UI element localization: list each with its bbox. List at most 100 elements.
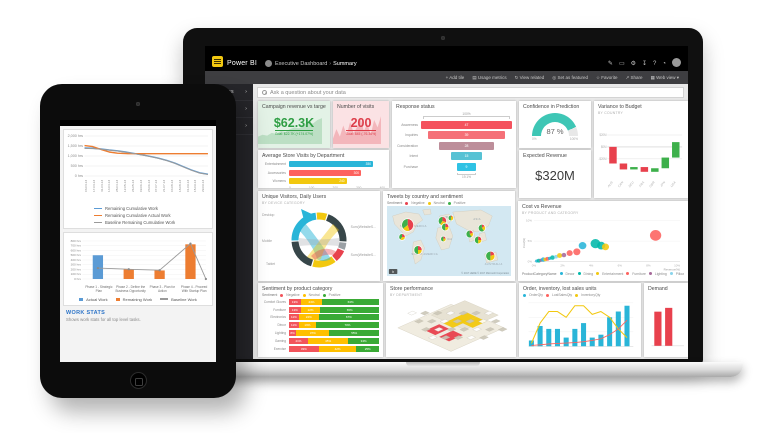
svg-text:-$20M: -$20M: [598, 156, 606, 160]
svg-text:$20M: $20M: [599, 132, 606, 136]
user-avatar[interactable]: [672, 58, 681, 67]
kpi-goal: Goal: 845 (-76.36%): [345, 130, 377, 136]
breadcrumb-separator: ›: [329, 61, 332, 67]
svg-text:FRA: FRA: [639, 179, 646, 188]
svg-text:300 hrs: 300 hrs: [71, 263, 82, 267]
tile-expected-revenue[interactable]: Expected Revenue $320M: [519, 150, 591, 198]
tablet-camera-dot: [136, 102, 140, 106]
svg-text:500 hrs: 500 hrs: [71, 164, 83, 168]
action--share[interactable]: ↗ Share: [625, 74, 643, 80]
tile-unique-visitors[interactable]: Unique Visitors, Daily Users BY DEVICE C…: [258, 191, 380, 281]
svg-text:AUS: AUS: [607, 180, 614, 188]
burndown-chart: 2,000 hrs 1,500 hrs 1,000 hrs 500 hrs 0 hrs: [66, 132, 210, 180]
svg-text:800 hrs: 800 hrs: [71, 239, 82, 243]
tile-number-of-visits[interactable]: Number of visits 200 Goal: 845 (-76.36%): [333, 101, 389, 148]
chord-label: Tablet: [266, 262, 276, 267]
svg-text:600 hrs: 600 hrs: [71, 249, 82, 253]
phases-chart: 800 hrs 700 hrs 600 hrs 500 hrs 400 hrs 300 h…: [66, 235, 210, 285]
tile-orders[interactable]: Order, inventory, lost sales units Order…: [519, 283, 641, 357]
svg-text:700 hrs: 700 hrs: [71, 244, 82, 248]
tile-response-status[interactable]: Response status 100% Awareness 47 Inquiries…: [392, 101, 516, 188]
work-stats-title[interactable]: WORK STATS: [66, 309, 106, 316]
tablet: 2,000 hrs 1,500 hrs 1,000 hrs 500 hrs 0 hrs …: [40, 84, 236, 398]
chord-label: Desktop: [262, 213, 275, 218]
burndown-legend: Remaining Cumulative Work Remaining Cumul…: [66, 205, 210, 226]
phase-label: Phase 4 - Proceed With Startup Plan: [180, 285, 208, 293]
app-title: Power BI: [227, 60, 257, 67]
home-button[interactable]: [129, 372, 147, 389]
powerbi-topbar: Power BI Executive Dashboard › Summary ✎…: [205, 46, 688, 71]
search-icon: [262, 90, 268, 96]
comment-icon[interactable]: ▭: [618, 61, 625, 67]
settings-icon[interactable]: ⚙: [630, 61, 636, 67]
tile-tweets-map[interactable]: Tweets by country and sentiment Sentimen…: [383, 191, 515, 281]
chord-chart: Desktop Mobile Tablet Sum(WebsiteS... Sum(We…: [262, 205, 376, 279]
chevron-right-icon: ›: [245, 106, 247, 112]
chord-label: Sum(WebsiteS...: [350, 253, 376, 258]
svg-text:CAN: CAN: [617, 179, 624, 188]
help-icon[interactable]: ?: [653, 60, 657, 67]
svg-text:SOUTH AMERICA: SOUTH AMERICA: [411, 252, 438, 256]
tile-sentiment[interactable]: Sentiment by product category Sentiment N…: [258, 283, 383, 357]
svg-text:0%: 0%: [532, 263, 537, 267]
qa-placeholder: Ask a question about your data: [270, 89, 346, 96]
breadcrumb[interactable]: Executive Dashboard: [275, 61, 328, 67]
tile-confidence-gauge[interactable]: Confidence in Prediction 87 % 0% 100%: [519, 101, 591, 148]
tile-variance-to-budget[interactable]: Variance to Budget BY COUNTRY $20M $0M -$2…: [594, 101, 688, 198]
tile-cost-vs-revenue[interactable]: Cost vs Revenue BY PRODUCT AND CATEGORY …: [518, 201, 688, 281]
chord-label: Mobile: [262, 238, 272, 243]
svg-text:10%: 10%: [674, 263, 680, 267]
svg-text:4%: 4%: [589, 263, 594, 267]
funnel-chart: 100% Awareness 47 Inquiries 39 Consideration 2…: [396, 112, 512, 179]
download-icon[interactable]: ↧: [642, 61, 648, 67]
edit-icon[interactable]: ✎: [607, 61, 613, 67]
phase-label: Phase 2 - Define the Business Opportunit…: [115, 285, 146, 293]
map-legend: Sentiment Negative Neutral Positive: [387, 201, 466, 205]
date-label: 29.09.13: [201, 180, 206, 193]
action--web-view-[interactable]: ▦ Web view ▾: [650, 74, 679, 80]
action--usage-metrics[interactable]: ▤ Usage metrics: [472, 74, 507, 80]
tile-demand[interactable]: Demand: [644, 283, 688, 357]
work-stats-section: WORK STATS Shows work stats for all top …: [60, 306, 216, 323]
svg-text:ASIA: ASIA: [473, 217, 480, 221]
svg-text:EUROPE: EUROPE: [441, 215, 454, 219]
svg-text:400 hrs: 400 hrs: [71, 258, 82, 262]
tile-store-visits[interactable]: Average Store Visits by Department Enter…: [258, 150, 389, 188]
orders-legend: OrderQty LostSalesQty InventoryQty: [523, 293, 637, 297]
tile-campaign-revenue[interactable]: Campaign revenue vs target $62.3K Goal: …: [258, 101, 330, 148]
workspace-avatar[interactable]: [265, 60, 272, 67]
phase-label: Phase 3 - Plan for Action: [149, 285, 176, 293]
svg-text:500 hrs: 500 hrs: [71, 253, 82, 257]
hamburger-menu-icon[interactable]: [212, 56, 223, 67]
action--set-as-featured[interactable]: ◎ Set as featured: [552, 74, 588, 80]
tile-store-performance[interactable]: Store performance BY DEPARTMENT: [386, 283, 516, 357]
qa-search-input[interactable]: Ask a question about your data: [257, 87, 684, 98]
svg-text:GBR: GBR: [649, 179, 656, 188]
action--favorite[interactable]: ☆ Favorite: [595, 74, 618, 80]
expected-revenue-value: $320M: [535, 168, 575, 183]
svg-text:JPN: JPN: [660, 179, 667, 187]
svg-text:0%: 0%: [528, 259, 533, 263]
waterfall-chart: $20M $0M -$20M AUS CAN DEU FRA GBR JPN USA: [598, 116, 684, 192]
svg-text:Revenue(%): Revenue(%): [664, 267, 680, 270]
action--add-tile[interactable]: + Add tile: [445, 75, 465, 80]
kpi-goal: Goal: $22.7K (+174.07%): [274, 130, 314, 136]
tablet-screen: 2,000 hrs 1,500 hrs 1,000 hrs 500 hrs 0 hrs …: [60, 120, 216, 362]
svg-text:1,000 hrs: 1,000 hrs: [68, 154, 84, 158]
svg-text:DEU: DEU: [628, 179, 635, 188]
svg-text:0 hrs: 0 hrs: [75, 174, 83, 178]
svg-text:200 hrs: 200 hrs: [71, 268, 82, 272]
sentiment-legend: Sentiment Negative Neutral Positive: [262, 293, 341, 297]
action--view-related[interactable]: ↻ View related: [514, 74, 545, 80]
gauge-chart: 87 % 0% 100%: [523, 113, 587, 141]
svg-text:b: b: [392, 270, 394, 274]
webcam-dot: [441, 36, 445, 40]
laptop-base: [143, 362, 743, 377]
svg-text:5%: 5%: [528, 239, 533, 243]
phase-label: Phase 1 - Strategic Plan: [85, 285, 113, 293]
notifications-icon[interactable]: ◔: [662, 60, 666, 67]
svg-text:$0M: $0M: [601, 144, 607, 148]
burndown-x-labels: 03.03.13 17.03.13 31.03.13 14.04.13 28.04.13…: [66, 180, 210, 203]
svg-text:2,000 hrs: 2,000 hrs: [68, 134, 84, 138]
